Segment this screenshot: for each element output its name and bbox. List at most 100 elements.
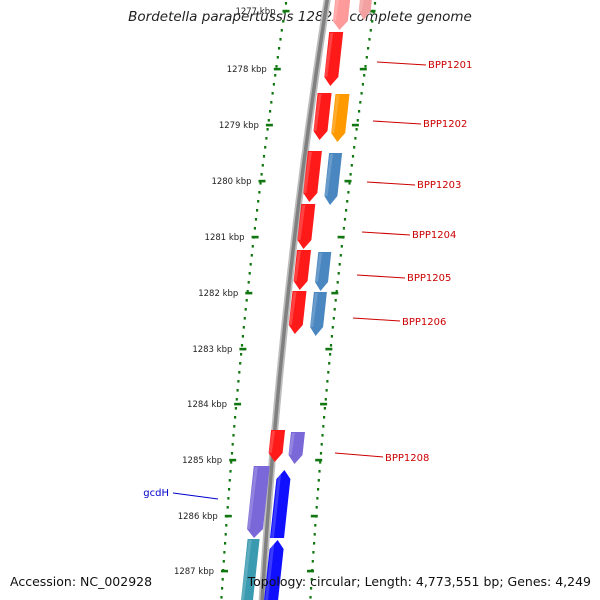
ruler-dot (251, 245, 254, 248)
gene-arrow[interactable] (297, 204, 316, 249)
tick-mark (331, 291, 339, 295)
ruler-dot (246, 290, 249, 293)
ruler-dot (310, 578, 313, 581)
label-leader-line (376, 61, 427, 66)
gene-arrow[interactable] (288, 432, 306, 464)
ruler-dot (253, 227, 256, 230)
gene-label: BPP1204 (412, 230, 456, 241)
gene-arrow[interactable] (247, 466, 270, 538)
gene-arrow[interactable] (324, 32, 344, 86)
ruler-dot (282, 20, 285, 23)
ruler-dot (331, 326, 334, 329)
gene-arrow-shine (303, 152, 312, 193)
ruler-dot (327, 371, 330, 374)
gene-arrow-shine (310, 293, 318, 327)
ruler-dot (311, 560, 314, 563)
ruler-dot (353, 146, 356, 149)
gene-arrow[interactable] (358, 0, 373, 20)
ruler-dot (339, 254, 342, 257)
ruler-dot (226, 506, 229, 509)
ruler-dot (317, 479, 320, 482)
ruler-dot (325, 389, 328, 392)
ruler-dot (334, 299, 337, 302)
label-leader-line (352, 317, 401, 322)
tick-mark (337, 235, 345, 239)
gene-arrow[interactable] (270, 470, 291, 538)
ruler-dot (330, 335, 333, 338)
ruler-dot (338, 263, 341, 266)
gene-arrow[interactable] (331, 94, 350, 142)
ruler-dot (264, 146, 267, 149)
gene-arrow[interactable] (324, 153, 343, 205)
ruler-dot (328, 362, 331, 365)
ruler-dot (241, 335, 244, 338)
ruler-dot (363, 74, 366, 77)
ruler-dot (319, 461, 322, 464)
ruler-dot (275, 65, 278, 68)
ruler-dot (329, 344, 333, 347)
ruler-dot (234, 416, 237, 419)
tick-label: 1286 kbp (178, 512, 218, 522)
tick-mark (368, 9, 376, 13)
ruler-dot (238, 371, 241, 374)
gene-arrow[interactable] (293, 250, 311, 290)
gene-arrow-shine (331, 95, 340, 133)
ruler-dot (347, 191, 350, 194)
gene-arrow[interactable] (303, 151, 322, 202)
gene-arrow-shine (247, 467, 258, 529)
gene-arrow[interactable] (310, 292, 327, 336)
gene-arrow-shine (324, 154, 334, 196)
tick-label: 1280 kbp (211, 177, 251, 187)
ruler-dot (312, 551, 315, 554)
tick-mark (315, 458, 323, 462)
gene-arrow[interactable] (315, 252, 332, 291)
ruler-dot (371, 20, 374, 23)
ruler-dot (314, 524, 317, 527)
map-title: Bordetella parapertussis 12822, complete… (128, 9, 472, 25)
tick-label: 1282 kbp (198, 289, 238, 299)
gene-arrow[interactable] (241, 539, 260, 600)
gene-arrow[interactable] (313, 93, 332, 140)
tick-mark (224, 514, 232, 518)
gene-arrow[interactable] (263, 540, 284, 600)
tick-label: 1287 kbp (174, 567, 214, 577)
ruler-dot (223, 551, 226, 554)
ruler-dot (245, 299, 248, 302)
gene-arrow-shine (241, 540, 252, 600)
ruler-dot (368, 38, 371, 41)
ruler-dot (361, 83, 364, 86)
gene-arrow[interactable] (288, 291, 307, 334)
ruler-dot (345, 209, 348, 212)
ruler-dot (232, 434, 235, 437)
gene-arrow[interactable] (268, 430, 286, 462)
ruler-dot (258, 191, 261, 194)
ruler-dot (321, 434, 324, 437)
tick-mark (351, 123, 359, 127)
ruler-dot (315, 506, 318, 509)
tick-label: 1281 kbp (205, 233, 245, 243)
ruler-dot (248, 272, 251, 275)
ruler-dot (365, 56, 368, 59)
ruler-dot (272, 83, 275, 86)
ruler-dot (318, 470, 321, 473)
ruler-dot (326, 380, 329, 383)
label-leader-line (372, 120, 422, 125)
ruler-dot (323, 416, 326, 419)
tick-mark (251, 235, 259, 239)
ruler-dot (259, 182, 262, 185)
ruler-dot (234, 407, 237, 410)
tick-mark (325, 347, 333, 351)
tick-mark (221, 569, 228, 573)
gene-arrow-shine (265, 541, 275, 600)
ruler-dot (254, 218, 258, 221)
gene-label: BPP1201 (428, 60, 472, 71)
ruler-dot (309, 596, 312, 599)
ruler-dot (221, 578, 224, 581)
label-leader-line (366, 181, 416, 186)
tick-mark (307, 569, 314, 573)
ruler-dot (242, 326, 245, 329)
gene-arrow-shine (313, 94, 322, 131)
gene-arrows (241, 0, 373, 600)
gene-arrow[interactable] (332, 0, 351, 30)
